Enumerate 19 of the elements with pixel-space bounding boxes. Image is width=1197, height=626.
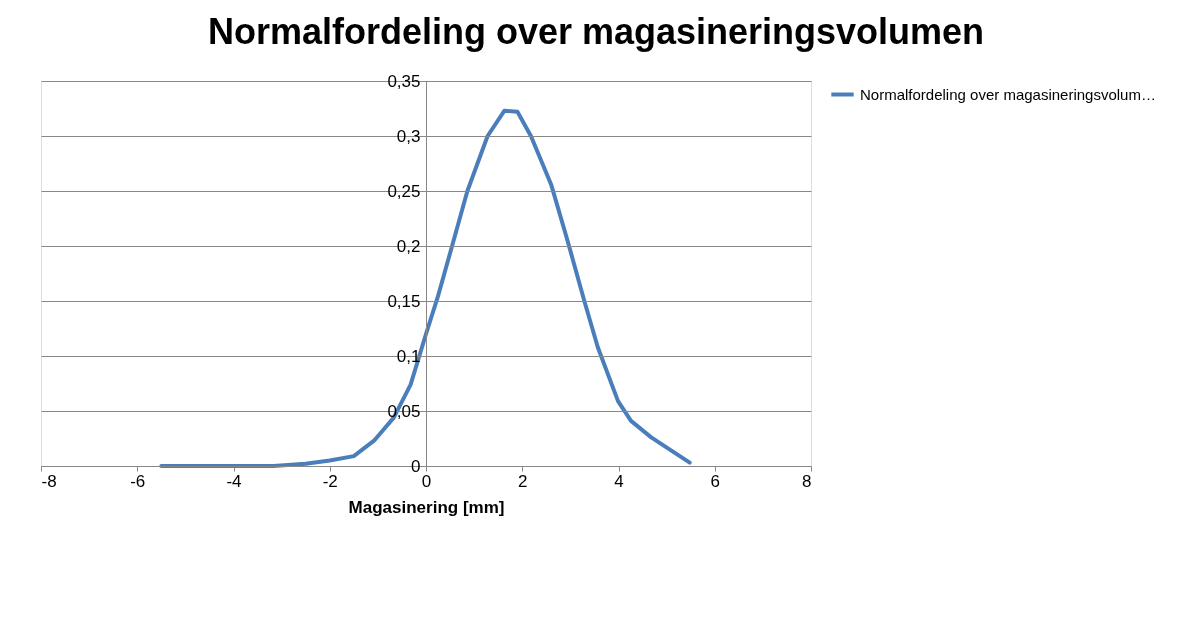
x-tick-label: 2 <box>518 471 528 491</box>
y-tick-label: 0,3 <box>396 126 421 146</box>
y-tick-label: 0,05 <box>387 401 421 421</box>
y-tick-label: 0,15 <box>387 291 421 311</box>
x-tick-label: 4 <box>614 471 624 491</box>
x-axis-title: Magasinering [mm] <box>348 497 505 517</box>
legend-label: Normalfordeling over magasineringsvolum… <box>860 85 1156 103</box>
x-tick-label: 8 <box>802 471 812 491</box>
y-tick-label: 0,1 <box>396 346 421 366</box>
y-tick-label: 0 <box>411 456 421 476</box>
x-tick-label: -2 <box>322 471 338 491</box>
x-tick-label: -8 <box>41 471 57 491</box>
y-tick-label: 0,25 <box>387 181 421 201</box>
x-tick-label: -4 <box>226 471 242 491</box>
x-tick-label: 6 <box>710 471 720 491</box>
chart-title: Normalfordeling over magasineringsvolumen <box>207 11 985 52</box>
x-tick-label: -6 <box>130 471 146 491</box>
y-tick-label: 0,35 <box>387 71 421 91</box>
y-tick-label: 0,2 <box>396 236 421 256</box>
